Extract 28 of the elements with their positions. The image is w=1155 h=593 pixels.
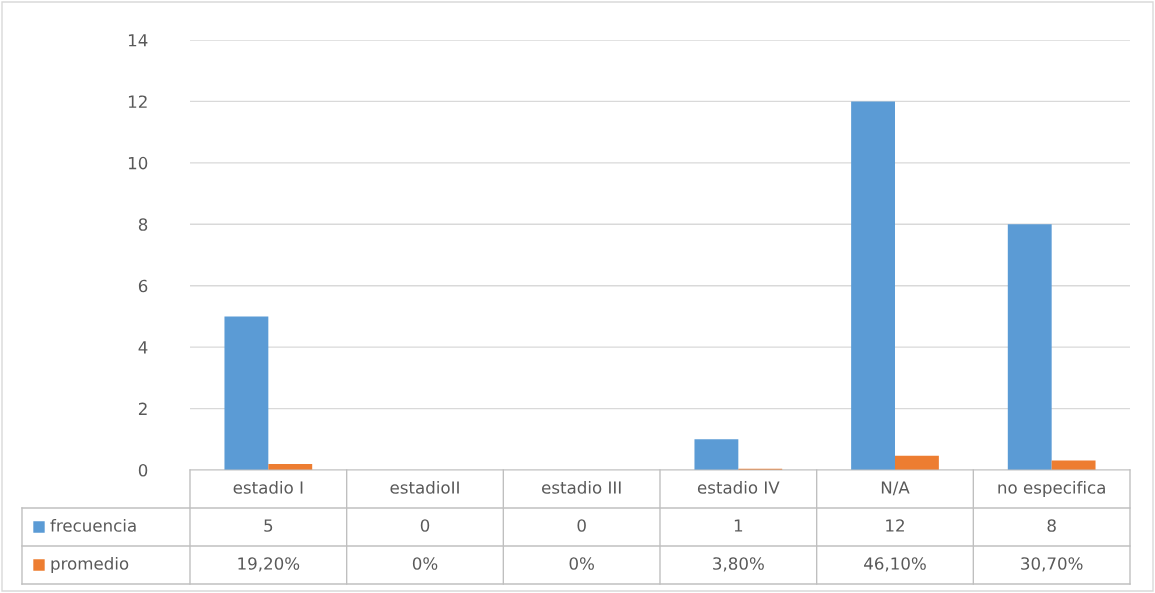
x-tick-label: no especifica xyxy=(998,480,1105,498)
x-tick-label: estadio III xyxy=(542,480,621,494)
data-label: 1 xyxy=(734,519,743,532)
data-label: 30,70% xyxy=(1021,557,1083,572)
y-tick-label: 2 xyxy=(138,402,147,415)
x-tick-label: estadioII xyxy=(390,480,459,494)
data-label: 12 xyxy=(886,519,904,532)
data-label: 3,80% xyxy=(713,557,764,572)
data-label: 0% xyxy=(569,557,594,570)
legend-label: frecuencia xyxy=(50,518,136,532)
data-label: 0 xyxy=(420,519,430,532)
legend-label: promedio xyxy=(51,556,129,574)
y-tick-label: 12 xyxy=(128,95,147,108)
y-tick-label: 8 xyxy=(138,218,148,231)
x-tick-label: N/A xyxy=(881,481,910,496)
y-tick-label: 10 xyxy=(128,156,148,170)
data-label: 19,20% xyxy=(238,557,300,572)
data-label: 8 xyxy=(1047,519,1056,532)
data-label: 46,10% xyxy=(864,557,926,572)
y-tick-label: 0 xyxy=(138,463,148,477)
x-tick-label: estadio I xyxy=(233,480,303,494)
data-label: 5 xyxy=(264,519,273,532)
y-tick-label: 4 xyxy=(138,341,148,354)
data-label: 0% xyxy=(412,557,438,570)
y-tick-label: 6 xyxy=(138,279,148,293)
data-label: 0 xyxy=(577,519,586,532)
y-tick-label: 14 xyxy=(128,34,148,47)
x-tick-label: estadio IV xyxy=(697,480,780,494)
